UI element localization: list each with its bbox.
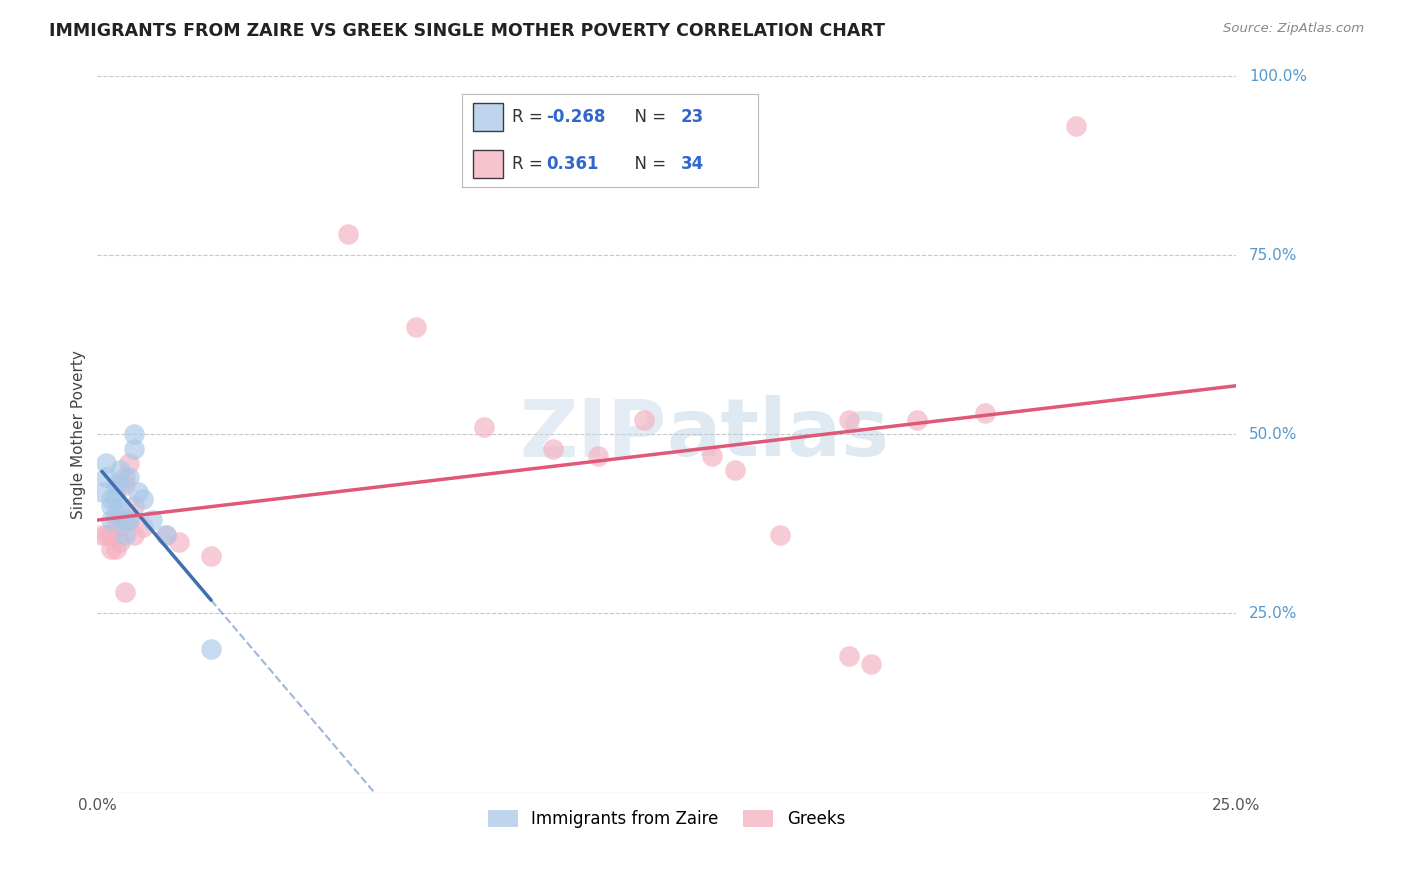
- Point: [100, 491, 122, 506]
- Point: [169, 534, 191, 549]
- Point: [114, 527, 136, 541]
- Point: [132, 491, 155, 506]
- Y-axis label: Single Mother Poverty: Single Mother Poverty: [72, 350, 86, 519]
- Text: Source: ZipAtlas.com: Source: ZipAtlas.com: [1223, 22, 1364, 36]
- Point: [108, 499, 131, 513]
- Point: [90, 484, 112, 499]
- Point: [405, 319, 427, 334]
- Point: [336, 227, 359, 241]
- Point: [118, 470, 141, 484]
- Legend: Immigrants from Zaire, Greeks: Immigrants from Zaire, Greeks: [481, 803, 852, 835]
- Point: [132, 520, 155, 534]
- Point: [108, 463, 131, 477]
- Text: ZIP: ZIP: [519, 395, 666, 474]
- Point: [108, 520, 131, 534]
- Point: [838, 413, 860, 427]
- Point: [118, 456, 141, 470]
- Point: [90, 527, 112, 541]
- Point: [974, 406, 997, 420]
- Point: [769, 527, 792, 541]
- Text: 100.0%: 100.0%: [1249, 69, 1308, 84]
- Point: [114, 477, 136, 491]
- Point: [96, 470, 118, 484]
- Point: [860, 657, 883, 671]
- Point: [104, 541, 127, 556]
- Point: [118, 513, 141, 527]
- Point: [122, 442, 145, 456]
- Text: IMMIGRANTS FROM ZAIRE VS GREEK SINGLE MOTHER POVERTY CORRELATION CHART: IMMIGRANTS FROM ZAIRE VS GREEK SINGLE MO…: [49, 22, 886, 40]
- Point: [200, 642, 222, 657]
- Point: [724, 463, 747, 477]
- Point: [155, 527, 177, 541]
- Point: [104, 477, 127, 491]
- Point: [155, 527, 177, 541]
- Point: [633, 413, 655, 427]
- Point: [100, 541, 122, 556]
- Point: [96, 456, 118, 470]
- Point: [838, 649, 860, 664]
- Point: [122, 427, 145, 442]
- Text: 25.0%: 25.0%: [1249, 606, 1298, 621]
- Point: [114, 470, 136, 484]
- Point: [100, 527, 122, 541]
- Point: [118, 513, 141, 527]
- Point: [114, 513, 136, 527]
- Point: [104, 506, 127, 520]
- Point: [141, 513, 163, 527]
- Point: [472, 420, 495, 434]
- Point: [1064, 119, 1087, 133]
- Point: [200, 549, 222, 564]
- Point: [127, 484, 149, 499]
- Point: [586, 449, 609, 463]
- Point: [541, 442, 564, 456]
- Point: [122, 527, 145, 541]
- Point: [700, 449, 723, 463]
- Point: [100, 499, 122, 513]
- Text: 75.0%: 75.0%: [1249, 248, 1298, 262]
- Text: 50.0%: 50.0%: [1249, 427, 1298, 442]
- Point: [108, 477, 131, 491]
- Point: [96, 527, 118, 541]
- Point: [122, 499, 145, 513]
- Text: atlas: atlas: [666, 395, 890, 474]
- Point: [104, 491, 127, 506]
- Point: [905, 413, 928, 427]
- Point: [108, 534, 131, 549]
- Point: [104, 513, 127, 527]
- Point: [100, 513, 122, 527]
- Point: [114, 585, 136, 599]
